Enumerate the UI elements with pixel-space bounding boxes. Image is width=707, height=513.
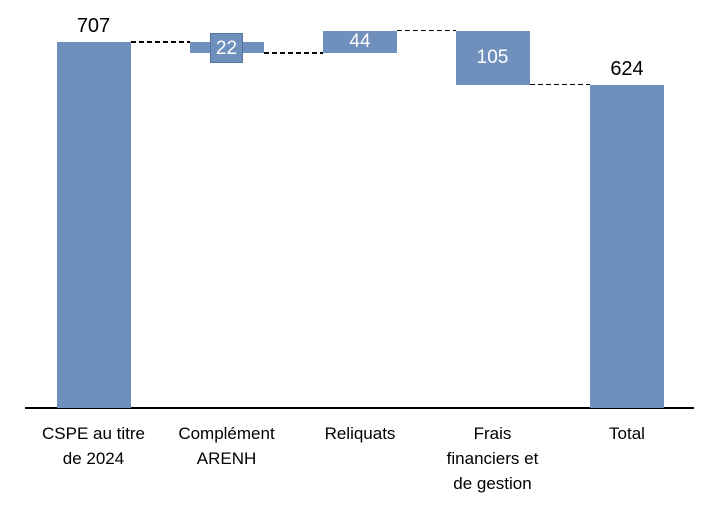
value-label-frais-financiers-et-de-gestion: 105 [476, 46, 509, 68]
bar-total [590, 84, 664, 408]
x-axis-line [25, 407, 694, 409]
connector-level-729 [397, 29, 456, 32]
category-label-complement-arenh: Complément ARENH [152, 421, 302, 471]
connector-level-685 [263, 52, 323, 54]
category-label-line: ARENH [196, 449, 257, 468]
category-label-cspe-au-titre-de-2024: CSPE au titre de 2024 [19, 421, 169, 471]
bar-reliquats [323, 30, 397, 54]
category-label-line: de gestion [453, 474, 532, 493]
value-label-cspe-au-titre-de-2024: 707 [76, 15, 111, 37]
category-label-reliquats: Reliquats [285, 421, 435, 446]
connector-level-707 [130, 41, 190, 43]
category-label-line: Frais [473, 424, 512, 443]
value-label-reliquats: 44 [349, 31, 371, 52]
value-label-complement-arenh: 22 [210, 32, 243, 63]
category-label-line: CSPE au titre [42, 424, 145, 443]
bar-cspe-au-titre-de-2024 [56, 42, 131, 408]
value-label-total: 624 [610, 57, 644, 80]
category-label-total: Total [552, 421, 702, 446]
category-label-line: Complément [178, 424, 275, 443]
category-label-line: financiers et [446, 449, 539, 468]
connector-level-624 [529, 83, 590, 86]
category-label-frais-financiers-et-de-gestion: Frais financiers et de gestion [418, 421, 568, 496]
category-label-line: Total [609, 424, 645, 443]
bar-frais-financiers-et-de-gestion [455, 30, 530, 85]
category-label-line: de 2024 [62, 449, 125, 468]
category-label-line: Reliquats [324, 424, 396, 443]
